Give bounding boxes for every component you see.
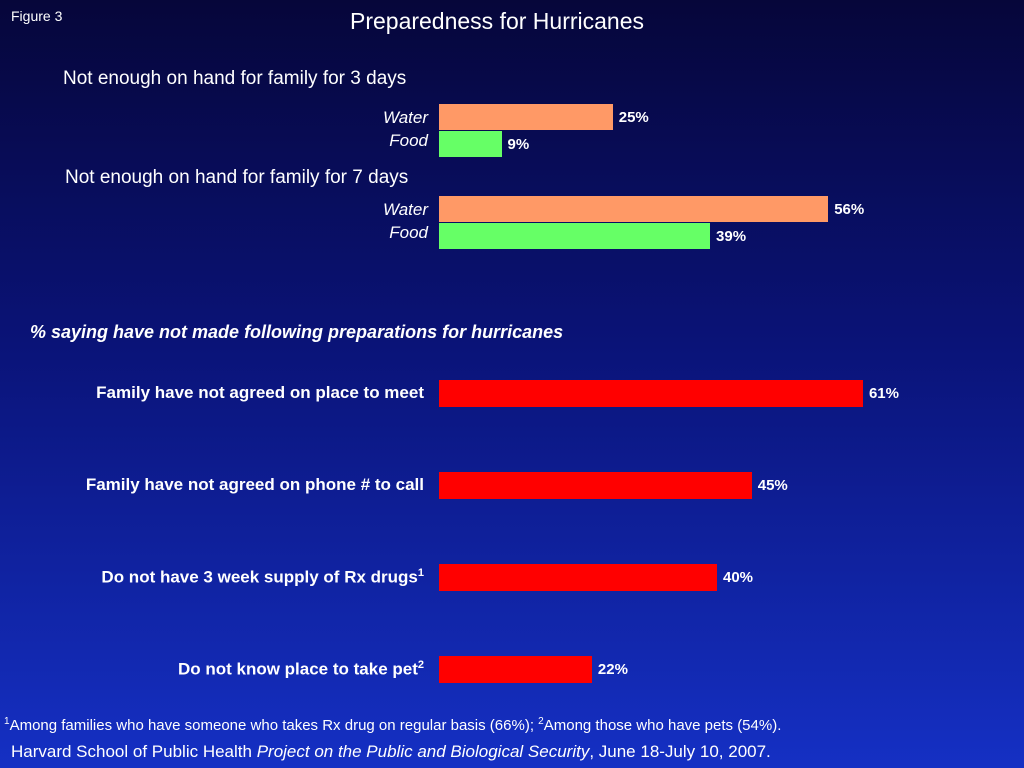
preparations-chart-title: % saying have not made following prepara…: [30, 322, 564, 342]
category-label-1: Family have not agreed on place to meet: [4, 383, 424, 403]
value-label-preparation-3: 40%: [723, 569, 754, 586]
value-label-preparation-2: 45%: [757, 477, 788, 494]
category-label-water: Water: [382, 200, 428, 219]
section-title-7-days: Not enough on hand for family for 7 days: [65, 167, 409, 188]
bar-food: [439, 131, 502, 157]
category-label-text: Family have not agreed on phone # to cal…: [85, 475, 424, 494]
bar-food: [439, 223, 711, 249]
value-label-preparation-4: 22%: [597, 661, 628, 678]
footnote-text-2: Among those who have pets (54%).: [543, 717, 782, 734]
category-label-3: Do not have 3 week supply of Rx drugs1: [4, 567, 424, 588]
category-label-sup: 2: [417, 659, 424, 671]
value-label-food: 39%: [716, 228, 747, 245]
source-line: Harvard School of Public Health Project …: [11, 742, 771, 762]
value-label-water: 56%: [834, 201, 865, 218]
category-label-4: Do not know place to take pet2: [4, 659, 424, 680]
value-label-food: 9%: [507, 136, 530, 153]
section-title-3-days: Not enough on hand for family for 3 days: [63, 68, 407, 89]
category-label-2: Family have not agreed on phone # to cal…: [4, 475, 424, 495]
footnote: 1Among families who have someone who tak…: [4, 716, 781, 734]
category-label-sup: 1: [417, 567, 424, 579]
category-label-food: Food: [389, 131, 428, 150]
bar-preparation-4: [439, 656, 592, 683]
footnote-sup-2: 2: [538, 716, 544, 727]
bar-preparation-1: [439, 380, 863, 407]
figure-label: Figure 3: [11, 8, 63, 24]
bar-water: [439, 196, 829, 222]
category-label-food: Food: [389, 223, 428, 242]
bar-water: [439, 104, 613, 130]
bar-preparation-3: [439, 564, 717, 591]
category-label-text: Family have not agreed on place to meet: [96, 383, 424, 402]
source-suffix: , June 18-July 10, 2007.: [589, 742, 771, 761]
bar-preparation-2: [439, 472, 752, 499]
source-prefix: Harvard School of Public Health: [11, 742, 257, 761]
footnote-sup-1: 1: [4, 716, 10, 727]
footnote-text-1: Among families who have someone who take…: [9, 717, 539, 734]
category-label-text: Do not have 3 week supply of Rx drugs: [101, 567, 418, 587]
category-label-water: Water: [382, 108, 428, 127]
value-label-preparation-1: 61%: [868, 385, 899, 402]
chart-title: Preparedness for Hurricanes: [349, 8, 645, 34]
source-project: Project on the Public and Biological Sec…: [256, 742, 590, 761]
value-label-water: 25%: [618, 109, 649, 126]
category-label-text: Do not know place to take pet: [177, 659, 418, 679]
